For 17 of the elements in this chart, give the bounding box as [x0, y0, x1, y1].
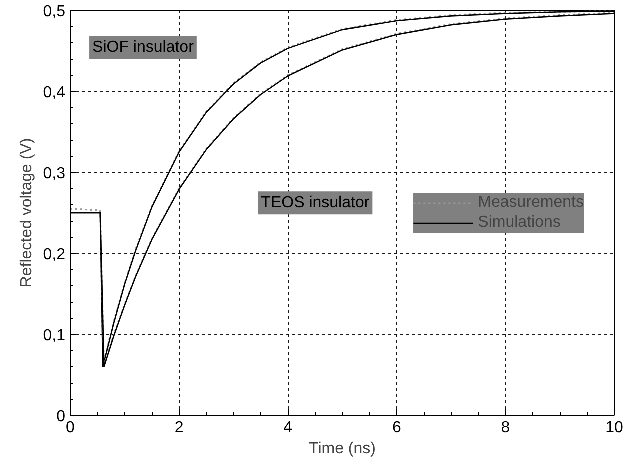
annotation: TEOS insulator	[261, 194, 370, 212]
x-tick-label: 10	[606, 420, 624, 436]
x-axis-title: Time (ns)	[309, 440, 376, 458]
y-tick-label: 0,3	[43, 166, 66, 182]
legend-label: Simulations	[478, 214, 561, 232]
y-tick-label: 0,5	[43, 4, 66, 20]
x-tick-label: 4	[284, 420, 293, 436]
y-tick-label: 0	[56, 408, 66, 426]
annotation: SiOF insulator	[92, 39, 195, 56]
x-tick-label: 2	[174, 420, 184, 436]
y-tick-label: 0,2	[43, 246, 66, 264]
y-axis-title: Reflected voltage (V)	[18, 138, 36, 288]
x-tick-label: 6	[392, 420, 402, 436]
y-tick-label: 0,1	[43, 328, 66, 344]
y-tick-label: 0,4	[43, 84, 66, 102]
x-tick-label: 8	[501, 420, 510, 436]
legend-label: Measurements	[478, 194, 584, 212]
